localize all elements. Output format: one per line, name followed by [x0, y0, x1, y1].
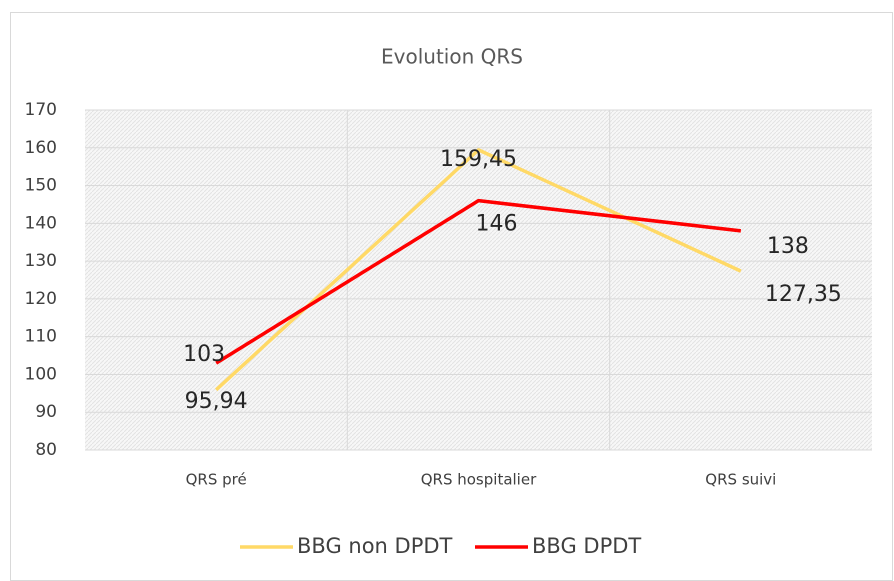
data-label: 138 — [767, 234, 809, 259]
y-tick-label: 160 — [25, 138, 57, 158]
data-label: 103 — [183, 342, 225, 367]
y-tick-label: 100 — [25, 364, 57, 384]
chart-title: Evolution QRS — [381, 45, 523, 69]
y-tick-label: 130 — [25, 251, 57, 271]
data-label: 127,35 — [765, 282, 842, 307]
plot-area — [85, 110, 872, 450]
data-label: 146 — [476, 212, 518, 237]
y-tick-label: 150 — [25, 176, 57, 196]
data-label: 95,94 — [185, 389, 248, 414]
x-tick-label: QRS suivi — [705, 471, 776, 489]
y-tick-label: 90 — [35, 402, 57, 422]
legend-label: BBG non DPDT — [297, 534, 453, 558]
y-tick-label: 110 — [25, 327, 57, 347]
x-tick-label: QRS pré — [186, 471, 247, 489]
y-tick-label: 170 — [25, 100, 57, 120]
legend-label: BBG DPDT — [532, 534, 641, 558]
y-tick-label: 80 — [35, 440, 57, 460]
series-line — [215, 198, 742, 365]
x-tick-label: QRS hospitalier — [421, 471, 537, 489]
y-tick-label: 140 — [25, 213, 57, 233]
data-label: 159,45 — [440, 147, 517, 172]
y-tick-label: 120 — [25, 289, 57, 309]
